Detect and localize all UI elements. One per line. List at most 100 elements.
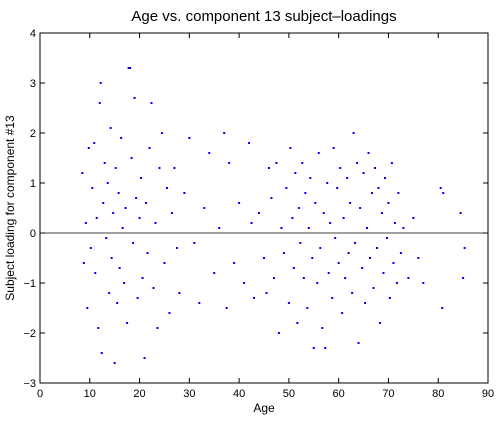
data-point <box>344 277 347 279</box>
data-point <box>372 287 375 289</box>
data-point <box>145 202 148 204</box>
data-point <box>393 222 396 224</box>
y-tick-label: −2 <box>23 328 36 340</box>
data-point <box>306 307 309 309</box>
data-point <box>354 242 357 244</box>
data-point <box>412 217 415 219</box>
data-point <box>297 207 300 209</box>
data-point <box>316 282 319 284</box>
data-point <box>287 302 290 304</box>
data-point <box>359 207 362 209</box>
plot-frame <box>39 32 489 384</box>
data-point <box>326 182 329 184</box>
data-point <box>94 272 97 274</box>
y-axis-label: Subject loading for component #13 <box>3 115 17 301</box>
data-point <box>121 227 124 229</box>
data-point <box>342 217 345 219</box>
data-point <box>133 97 136 99</box>
data-point <box>105 237 108 239</box>
x-tick-label: 10 <box>84 388 96 400</box>
data-point <box>272 277 275 279</box>
data-point <box>349 202 352 204</box>
data-point <box>352 132 355 134</box>
data-point <box>170 212 173 214</box>
data-point <box>124 207 127 209</box>
data-point <box>135 197 138 199</box>
data-point <box>243 282 246 284</box>
x-tick-label: 50 <box>283 388 295 400</box>
data-point <box>258 212 261 214</box>
data-point <box>441 307 444 309</box>
data-point <box>327 272 330 274</box>
plot-area: 0 10 20 30 40 50 60 70 80 90 −3 −2 −1 0 1 2 3 4 <box>23 28 494 400</box>
data-point <box>165 187 168 189</box>
data-point <box>309 177 312 179</box>
data-point <box>275 162 278 164</box>
data-point <box>302 277 305 279</box>
data-point <box>108 292 111 294</box>
data-point <box>319 247 322 249</box>
data-point <box>118 267 121 269</box>
data-point <box>399 252 402 254</box>
data-point <box>285 187 288 189</box>
data-point <box>156 327 159 329</box>
data-point <box>109 127 112 129</box>
data-point <box>154 222 157 224</box>
data-point <box>113 362 116 364</box>
data-point <box>123 282 126 284</box>
data-point <box>422 282 425 284</box>
data-point <box>397 192 400 194</box>
data-point <box>263 257 265 259</box>
data-point <box>383 177 386 179</box>
data-point <box>375 247 378 249</box>
data-point <box>347 252 350 254</box>
data-point <box>442 192 445 194</box>
x-tick-label: 30 <box>183 388 195 400</box>
x-tick-label: 20 <box>133 388 145 400</box>
data-point <box>228 162 231 164</box>
data-point <box>100 352 103 354</box>
data-point <box>292 267 295 269</box>
data-point <box>112 212 115 214</box>
data-point <box>331 297 334 299</box>
data-point <box>407 277 410 279</box>
data-point <box>388 297 391 299</box>
data-point <box>106 182 109 184</box>
data-point <box>148 147 151 149</box>
data-point <box>213 272 216 274</box>
data-point <box>307 227 310 229</box>
data-point <box>127 67 130 69</box>
y-tick-label: 4 <box>30 28 36 40</box>
data-point <box>366 227 369 229</box>
data-point <box>126 322 129 324</box>
data-point <box>332 147 335 149</box>
y-tick-label: −3 <box>23 378 36 390</box>
x-tick-label: 90 <box>482 388 494 400</box>
data-point <box>312 347 315 349</box>
data-point <box>378 322 381 324</box>
data-point <box>120 137 123 139</box>
data-point <box>321 327 324 329</box>
data-point <box>233 262 236 264</box>
data-point <box>95 217 98 219</box>
y-tick-label: 3 <box>30 78 36 90</box>
data-point <box>341 312 344 314</box>
data-point <box>117 192 120 194</box>
data-point <box>225 307 228 309</box>
data-point <box>280 227 283 229</box>
data-point <box>301 162 304 164</box>
data-point <box>270 197 273 199</box>
data-point <box>81 172 84 174</box>
data-point <box>218 227 221 229</box>
data-point <box>178 292 181 294</box>
data-point <box>175 247 178 249</box>
data-point <box>143 357 146 359</box>
data-point <box>395 282 398 284</box>
data-point <box>304 192 307 194</box>
data-point <box>99 82 102 84</box>
data-point <box>356 162 359 164</box>
data-point <box>294 172 297 174</box>
data-point <box>132 242 135 244</box>
